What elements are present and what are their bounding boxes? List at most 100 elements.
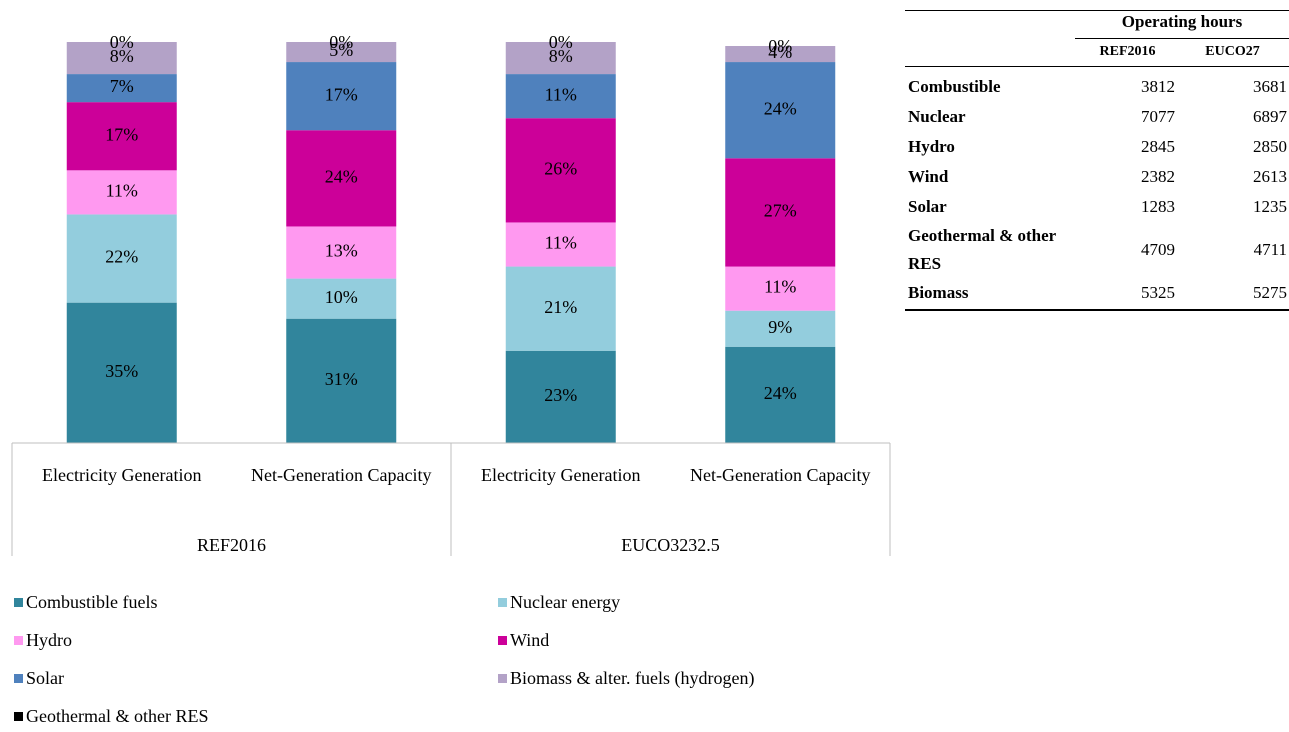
segment-label: 0% (768, 36, 792, 56)
table-cell: 6897 (1253, 107, 1287, 126)
row-label: Hydro (908, 137, 955, 156)
legend-swatch (498, 635, 507, 645)
table-cell: 3812 (1141, 77, 1175, 96)
bar-segment (286, 318, 397, 443)
chart: 35%22%11%17%7%8%0%31%10%13%24%17%5%0%23%… (11, 32, 891, 556)
legend-item: Geothermal & other RES (14, 704, 208, 728)
table-row: Geothermal & other RES 4709 4711 (905, 222, 1289, 278)
table-row: Biomass 5325 5275 (905, 278, 1289, 308)
row-label: Biomass (908, 283, 969, 302)
segment-label: 24% (764, 98, 797, 118)
legend-label: Hydro (26, 629, 72, 650)
segment-label: 31% (325, 369, 358, 389)
bar-segment (66, 102, 177, 171)
segment-label: 11% (545, 84, 577, 104)
legend-label: Wind (510, 629, 550, 650)
segment-label: 8% (549, 46, 573, 66)
table-cell: 2850 (1253, 137, 1287, 156)
table-title: Operating hours (1121, 12, 1243, 31)
legend-item: Solar (14, 666, 64, 690)
table-cell: 1235 (1253, 197, 1287, 216)
legend-swatch (14, 673, 23, 683)
bar-segment (505, 42, 616, 75)
segment-label: 11% (764, 277, 796, 297)
legend-item: Wind (498, 628, 549, 652)
table-cell: 2382 (1141, 167, 1175, 186)
table-cell: 4709 (1141, 240, 1175, 259)
segment-label: 24% (325, 166, 358, 186)
row-label: Wind (908, 167, 949, 186)
row-label: Geothermal & other RES (908, 226, 1056, 273)
x-tick-label: Electricity Generation (481, 465, 641, 485)
legend-item: Biomass & alter. fuels (hydrogen) (498, 666, 754, 690)
segment-label: 8% (110, 46, 134, 66)
table-cell: 5275 (1253, 283, 1287, 302)
bar-segment (66, 302, 177, 443)
segment-label: 35% (105, 361, 138, 381)
bar-segment (725, 46, 836, 63)
table-rule (905, 309, 1289, 311)
group-label: EUCO3232.5 (621, 535, 720, 555)
bar-segment (66, 170, 177, 215)
table-cell: 2845 (1141, 137, 1175, 156)
segment-label: 0% (110, 32, 134, 52)
table-rule (1075, 38, 1289, 39)
bar-segment (725, 310, 836, 347)
legend-swatch (14, 597, 23, 607)
segment-label: 4% (768, 42, 792, 62)
bar-segment (505, 222, 616, 267)
segment-label: 11% (106, 181, 138, 201)
segment-label: 0% (329, 32, 353, 52)
segment-label: 17% (325, 84, 358, 104)
table-row: Hydro 2845 2850 (905, 132, 1289, 162)
segment-label: 0% (549, 32, 573, 52)
column-header: EUCO27 (1205, 44, 1260, 59)
legend-swatch (14, 711, 23, 721)
bar-segment (505, 118, 616, 223)
bar-segment (286, 226, 397, 279)
segment-label: 23% (544, 385, 577, 405)
legend-swatch (498, 673, 507, 683)
legend-item: Nuclear energy (498, 590, 620, 614)
table-cell: 2613 (1253, 167, 1287, 186)
row-label: Combustible (908, 77, 1001, 96)
legend-label: Geothermal & other RES (26, 705, 209, 726)
bar-segment (725, 62, 836, 159)
legend-item: Combustible fuels (14, 590, 158, 614)
table-row: Wind 2382 2613 (905, 162, 1289, 192)
bar-segment (505, 350, 616, 443)
segment-label: 17% (105, 124, 138, 144)
legend-item: Hydro (14, 628, 72, 652)
row-label: Solar (908, 197, 947, 216)
table-cell: 3681 (1253, 77, 1287, 96)
row-label: Nuclear (908, 107, 966, 126)
legend-swatch (14, 635, 23, 645)
segment-label: 13% (325, 241, 358, 261)
bar-segment (286, 278, 397, 319)
bar-segment (725, 266, 836, 311)
segment-label: 7% (110, 76, 134, 96)
bar-segment (66, 42, 177, 75)
segment-label: 5% (329, 40, 353, 60)
table-row: Solar 1283 1235 (905, 192, 1289, 222)
column-header: REF2016 (1099, 44, 1156, 59)
segment-label: 9% (768, 317, 792, 337)
bar-segment (66, 74, 177, 103)
legend-swatch (498, 597, 507, 607)
bar-segment (725, 158, 836, 267)
legend-label: Solar (26, 667, 64, 688)
x-tick-label: Net-Generation Capacity (251, 465, 432, 485)
table-cell: 7077 (1141, 107, 1175, 126)
bar-segment (286, 130, 397, 227)
bar-segment (286, 42, 397, 63)
segment-label: 24% (764, 383, 797, 403)
table-row: Nuclear 7077 6897 (905, 102, 1289, 132)
legend-label: Nuclear energy (510, 591, 621, 612)
x-tick-label: Electricity Generation (42, 465, 202, 485)
table-rule (905, 66, 1289, 67)
x-tick-label: Net-Generation Capacity (690, 465, 871, 485)
table-rule (905, 10, 1289, 11)
bar-segment (286, 62, 397, 131)
bar-segment (725, 346, 836, 443)
